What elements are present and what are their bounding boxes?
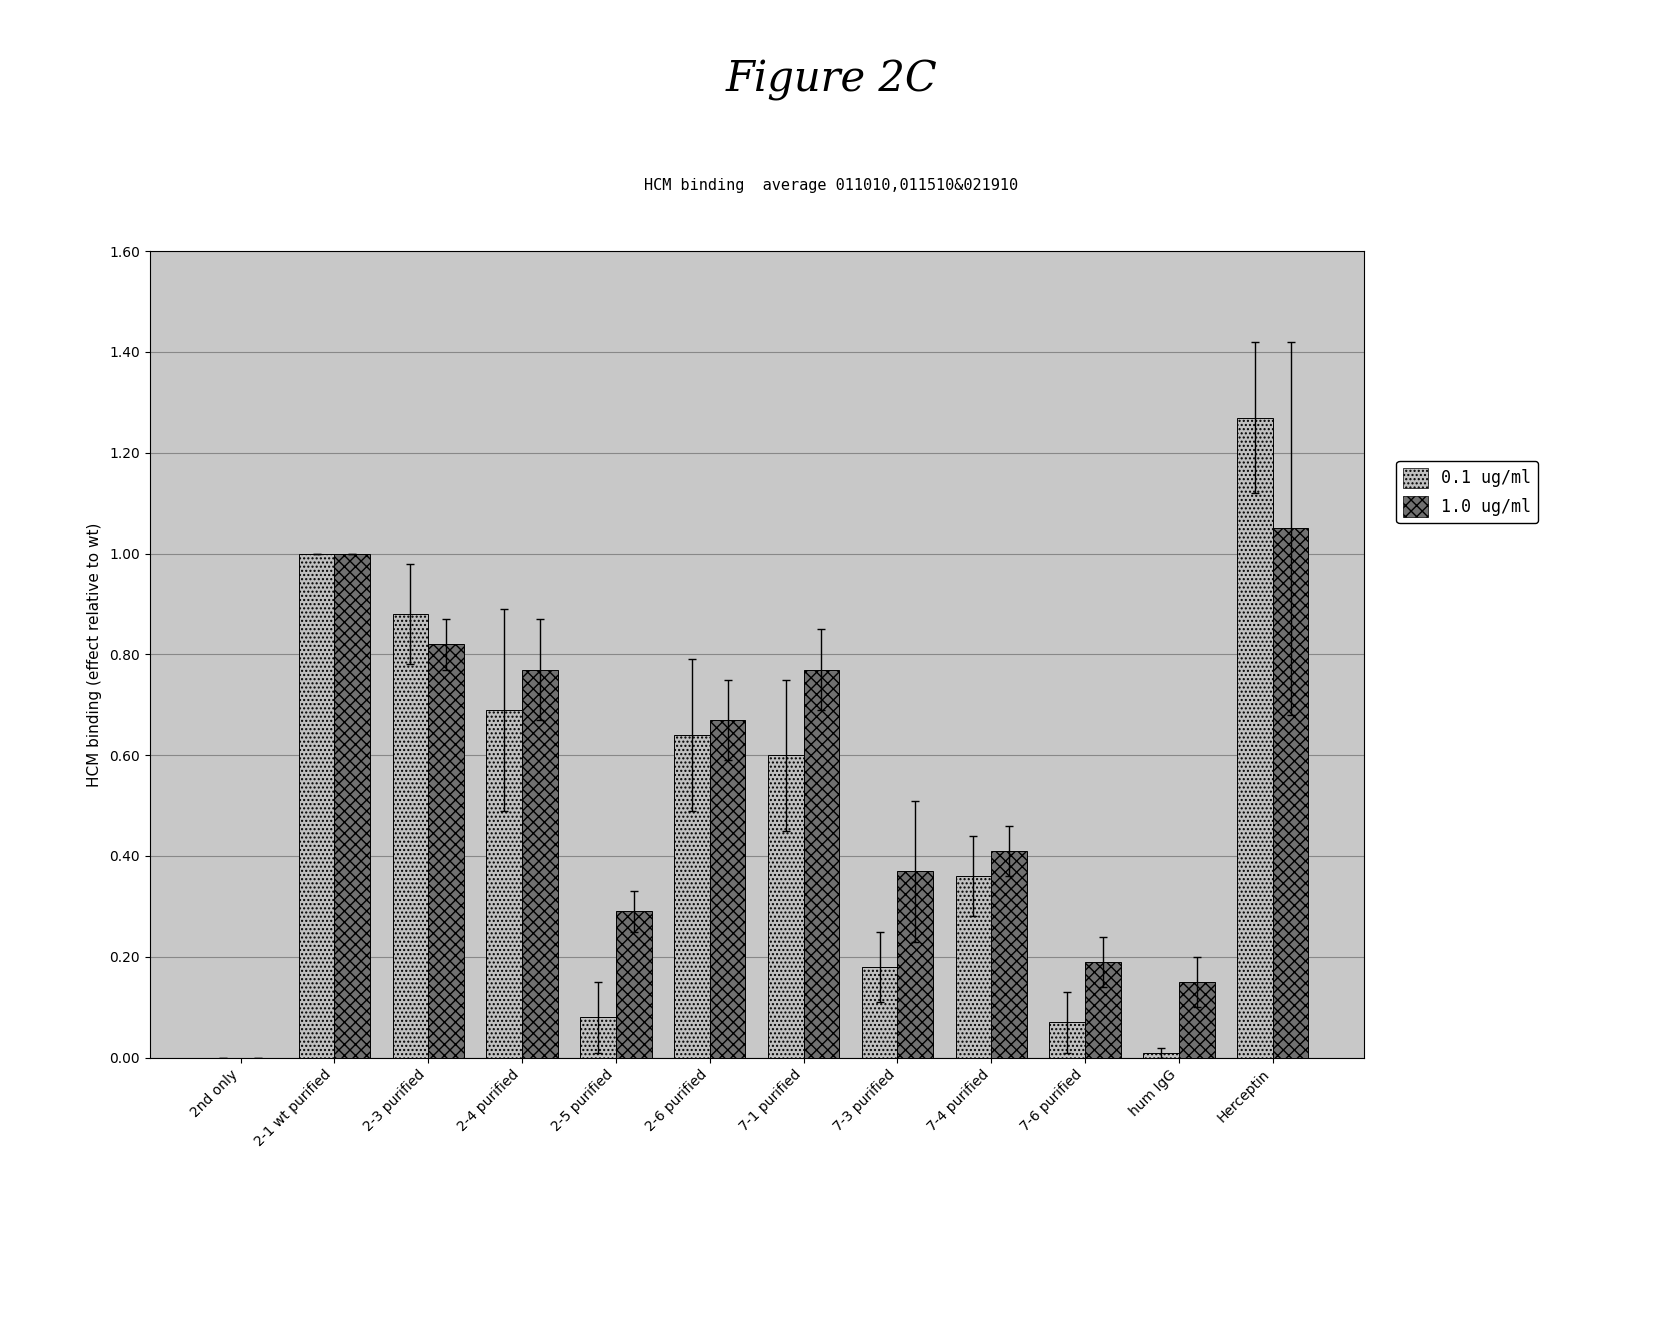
Y-axis label: HCM binding (effect relative to wt): HCM binding (effect relative to wt) (86, 522, 101, 787)
Bar (1142, 1052, 1179, 1058)
Bar (580, 1018, 615, 1058)
Bar (710, 720, 745, 1058)
Bar (522, 669, 557, 1058)
Bar (1237, 418, 1272, 1058)
Text: HCM binding  average 011010,011510&021910: HCM binding average 011010,011510&021910 (645, 178, 1018, 193)
Bar (898, 871, 933, 1058)
Bar (615, 911, 652, 1058)
Bar (956, 876, 991, 1058)
Text: Figure 2C: Figure 2C (725, 59, 938, 102)
Bar (768, 755, 803, 1058)
Bar (861, 966, 898, 1058)
Bar (1179, 982, 1214, 1058)
Bar (334, 554, 371, 1058)
Bar (1086, 962, 1121, 1058)
Legend: 0.1 ug/ml, 1.0 ug/ml: 0.1 ug/ml, 1.0 ug/ml (1397, 461, 1538, 524)
Bar (427, 644, 464, 1058)
Bar (299, 554, 334, 1058)
Bar (1049, 1022, 1086, 1058)
Bar (392, 613, 427, 1058)
Bar (1272, 529, 1309, 1058)
Bar (803, 669, 840, 1058)
Bar (486, 710, 522, 1058)
Bar (991, 851, 1028, 1058)
Bar (674, 735, 710, 1058)
